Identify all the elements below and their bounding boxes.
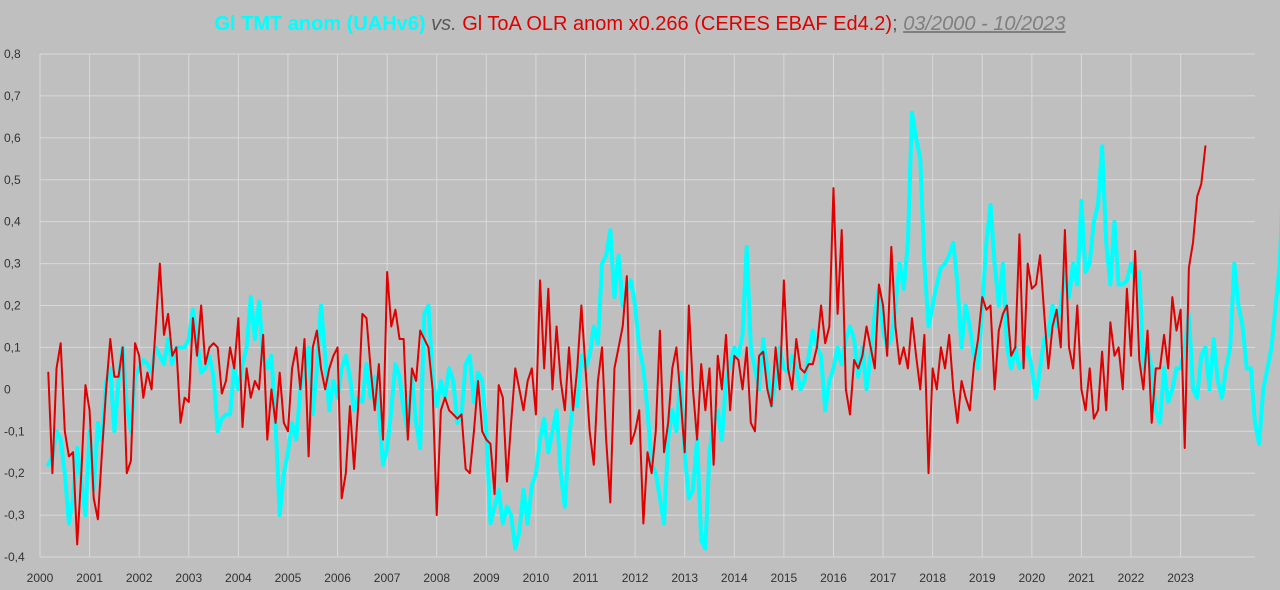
x-tick-label: 2012 (622, 571, 649, 585)
y-tick-label: 0,1 (4, 340, 21, 354)
chart-title-tmt: Gl TMT anom (UAHv6) (214, 13, 426, 35)
x-tick-label: 2021 (1068, 571, 1095, 585)
y-tick-label: 0 (4, 382, 11, 396)
x-tick-label: 2007 (374, 571, 401, 585)
y-tick-label: -0,4 (4, 550, 25, 564)
chart-title-vs: vs. (425, 13, 463, 35)
x-tick-label: 2022 (1118, 571, 1145, 585)
x-tick-label: 2014 (721, 571, 748, 585)
y-tick-label: -0,2 (4, 466, 25, 480)
grid-layer (39, 53, 1255, 558)
x-tick-label: 2010 (523, 571, 550, 585)
x-tick-label: 2017 (870, 571, 897, 585)
series-layer (46, 110, 1280, 551)
x-tick-label: 2011 (573, 571, 599, 585)
x-tick-label: 2008 (423, 571, 450, 585)
tick-layer: -0,4 -0,3 -0,2 -0,1 0 0,1 0,2 0,3 0,4 0,5 0,6 0,7 0,… (4, 47, 1194, 585)
x-tick-label: 2009 (473, 571, 500, 585)
x-tick-label: 2004 (225, 571, 252, 585)
series-line-tmt (46, 110, 1280, 551)
x-tick-label: 2003 (175, 571, 202, 585)
x-tick-label: 2002 (126, 571, 153, 585)
x-tick-label: 2020 (1018, 571, 1045, 585)
y-tick-label: 0,2 (4, 299, 21, 313)
y-tick-label: -0,1 (4, 424, 25, 438)
series-line-olr (47, 145, 1207, 546)
x-tick-label: 2019 (969, 571, 996, 585)
y-tick-label: 0,5 (4, 173, 21, 187)
y-tick-label: 0,8 (4, 47, 21, 61)
x-tick-label: 2016 (820, 571, 847, 585)
x-tick-label: 2006 (324, 571, 351, 585)
y-tick-label: 0,7 (4, 89, 21, 103)
x-tick-label: 2015 (771, 571, 798, 585)
x-tick-label: 2000 (27, 571, 54, 585)
x-tick-label: 2013 (671, 571, 698, 585)
chart-title-olr: Gl ToA OLR anom x0.266 (CERES EBAF Ed4.2… (462, 13, 893, 35)
y-tick-label: 0,4 (4, 215, 21, 229)
x-tick-label: 2023 (1167, 571, 1194, 585)
x-tick-label: 2018 (919, 571, 946, 585)
y-tick-label: -0,3 (4, 508, 25, 522)
x-tick-label: 2001 (76, 571, 103, 585)
y-tick-label: 0,3 (4, 257, 21, 271)
chart-title-period: 03/2000 - 10/2023 (903, 13, 1066, 35)
y-tick-label: 0,6 (4, 131, 21, 145)
chart-title-separator: ; (892, 13, 904, 35)
chart-title: Gl TMT anom (UAHv6) vs. Gl ToA OLR anom … (0, 13, 1280, 36)
x-tick-label: 2005 (275, 571, 302, 585)
